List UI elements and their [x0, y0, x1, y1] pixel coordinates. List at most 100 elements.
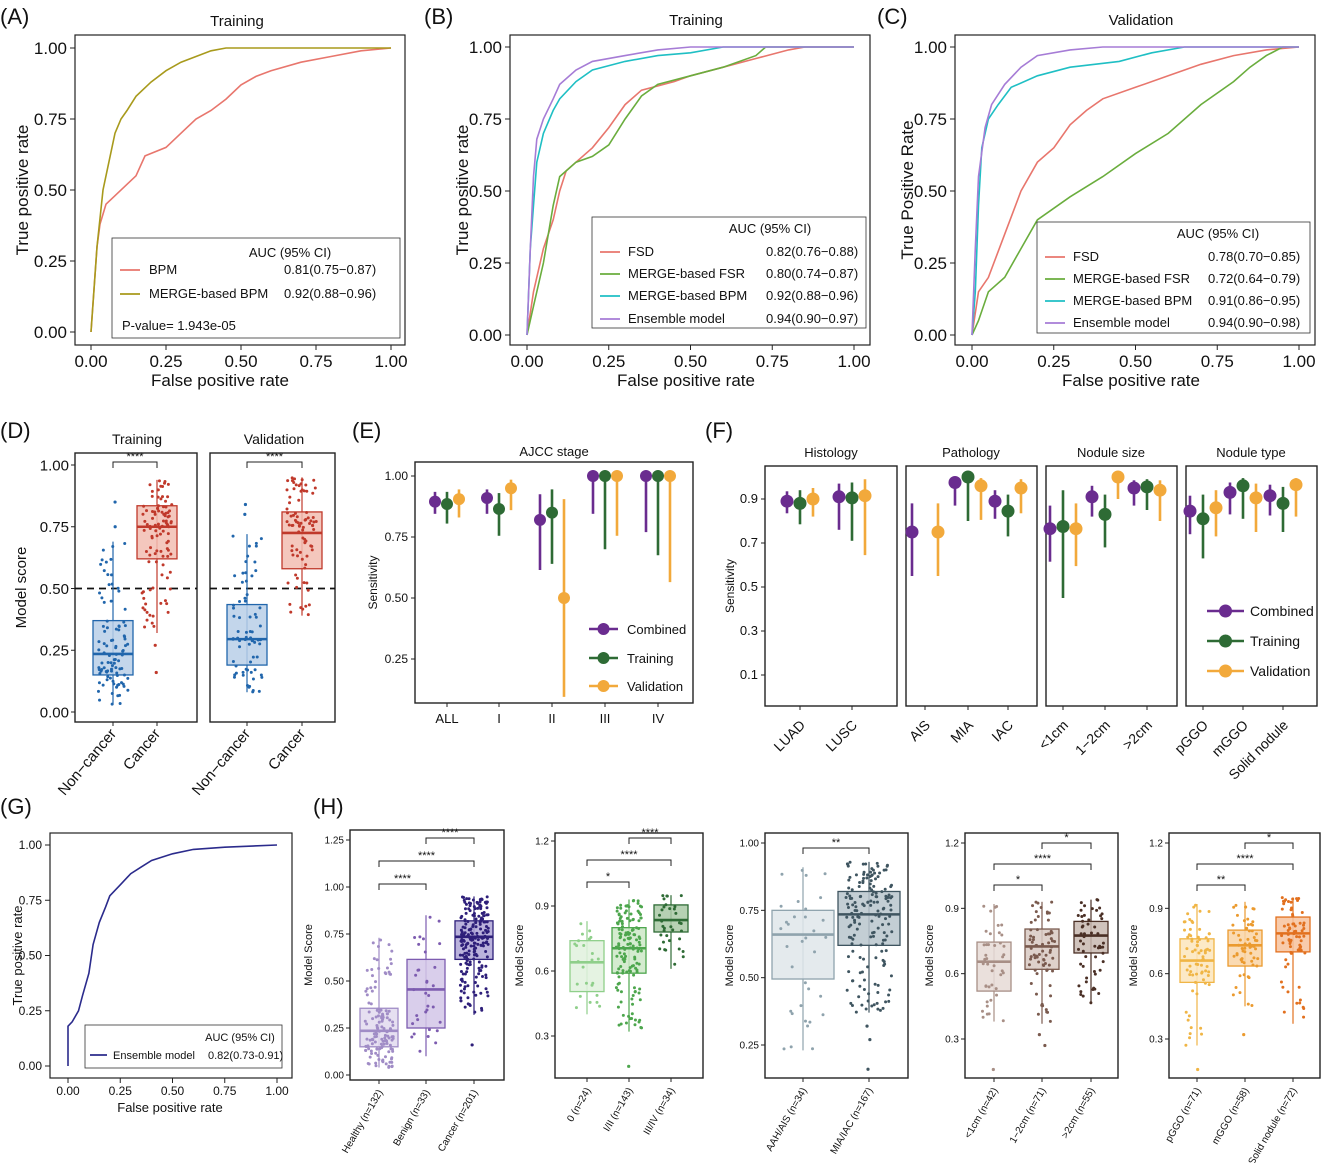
box-group: pGGO (n=71) — [1164, 903, 1215, 1144]
jitter-point — [473, 907, 477, 911]
jitter-point — [114, 627, 118, 631]
jitter-point — [578, 994, 582, 998]
jitter-point — [482, 914, 486, 918]
jitter-point — [614, 945, 618, 949]
jitter-point — [100, 596, 104, 600]
panel-label: (D) — [0, 418, 31, 443]
jitter-point — [143, 519, 147, 523]
x-tick-label: 0.50 — [224, 352, 257, 371]
jitter-point — [1048, 932, 1052, 936]
jitter-point — [249, 660, 253, 664]
jitter-point — [671, 928, 675, 932]
jitter-point — [257, 689, 261, 693]
x-tick-label: 0.00 — [510, 352, 543, 371]
jitter-point — [1098, 968, 1102, 972]
jitter-point — [1203, 951, 1207, 955]
jitter-point — [476, 942, 480, 946]
jitter-point — [122, 684, 126, 688]
jitter-point — [390, 1065, 394, 1069]
outlier-point — [1037, 1033, 1041, 1037]
jitter-point — [463, 926, 467, 930]
jitter-point — [665, 894, 669, 898]
category-group: I — [481, 479, 517, 726]
jitter-point — [167, 514, 171, 518]
jitter-point — [884, 868, 888, 872]
jitter-point — [484, 987, 488, 991]
roc-curve-bpm — [90, 47, 392, 333]
x-tick-label: 0.75 — [1201, 352, 1234, 371]
roc-curve-fsd — [971, 46, 1300, 336]
y-tick-label: 0.00 — [469, 326, 502, 345]
box-group: MIA/IAC (n=167) — [829, 860, 901, 1156]
jitter-point — [1255, 964, 1259, 968]
jitter-point — [243, 599, 247, 603]
jitter-point — [477, 966, 481, 970]
jitter-point — [295, 548, 299, 552]
jitter-point — [887, 999, 891, 1003]
jitter-point — [1188, 964, 1192, 968]
point-estimate — [587, 470, 599, 482]
jitter-point — [153, 552, 157, 556]
jitter-point — [661, 894, 665, 898]
jitter-point — [638, 904, 642, 908]
point-estimate — [1249, 491, 1263, 505]
jitter-point — [1189, 1026, 1193, 1030]
jitter-point — [1084, 955, 1088, 959]
jitter-point — [1292, 932, 1296, 936]
jitter-point — [987, 1012, 991, 1016]
jitter-point — [309, 519, 313, 523]
jitter-point — [463, 980, 467, 984]
outlier-point — [1242, 1033, 1246, 1037]
jitter-point — [866, 965, 870, 969]
jitter-point — [165, 602, 169, 606]
jitter-point — [1001, 955, 1005, 959]
jitter-point — [1049, 937, 1053, 941]
jitter-point — [1234, 986, 1238, 990]
legend-series-name: Ensemble model — [1073, 315, 1170, 330]
jitter-point — [244, 571, 248, 575]
significance-label: **** — [1236, 853, 1254, 865]
jitter-point — [640, 1026, 644, 1030]
y-tick-label: 0.50 — [914, 182, 947, 201]
jitter-point — [1303, 951, 1307, 955]
jitter-point — [1079, 962, 1083, 966]
jitter-point — [363, 1019, 367, 1023]
jitter-point — [616, 1005, 620, 1009]
x-tick-label: mGGO (n=58) — [1210, 1086, 1251, 1147]
jitter-point — [368, 1038, 372, 1042]
jitter-point — [1293, 924, 1297, 928]
jitter-point — [1250, 959, 1254, 963]
point-estimate — [534, 513, 546, 526]
jitter-point — [884, 894, 888, 898]
category-group: II — [534, 489, 570, 726]
jitter-point — [1044, 1008, 1048, 1012]
jitter-point — [865, 873, 869, 877]
jitter-point — [250, 639, 254, 643]
jitter-point — [618, 951, 622, 955]
legend-auc-value: 0.94(0.90−0.98) — [1208, 315, 1300, 330]
jitter-point — [667, 939, 671, 943]
outlier-point — [153, 643, 157, 647]
jitter-point — [258, 606, 262, 610]
jitter-point — [477, 960, 481, 964]
panel-label: (B) — [424, 4, 453, 29]
jitter-point — [107, 583, 111, 587]
point-estimate — [806, 492, 820, 506]
jitter-point — [148, 526, 152, 530]
jitter-point — [473, 981, 477, 985]
jitter-point — [427, 1028, 431, 1032]
jitter-point — [483, 920, 487, 924]
panel-label: (G) — [0, 794, 32, 819]
x-tick-label: 1−2cm (n=71) — [1008, 1086, 1049, 1145]
y-tick-label: 0.00 — [40, 704, 69, 721]
jitter-point — [390, 1038, 394, 1042]
significance-label: ** — [1217, 874, 1226, 886]
jitter-point — [1297, 935, 1301, 939]
jitter-point — [145, 522, 149, 526]
x-tick-label: IV — [652, 711, 665, 726]
jitter-point — [101, 683, 105, 687]
x-tick-label: Solid nodule (n=72) — [1247, 1086, 1300, 1163]
jitter-point — [846, 902, 850, 906]
jitter-point — [850, 888, 854, 892]
jitter-point — [995, 993, 999, 997]
